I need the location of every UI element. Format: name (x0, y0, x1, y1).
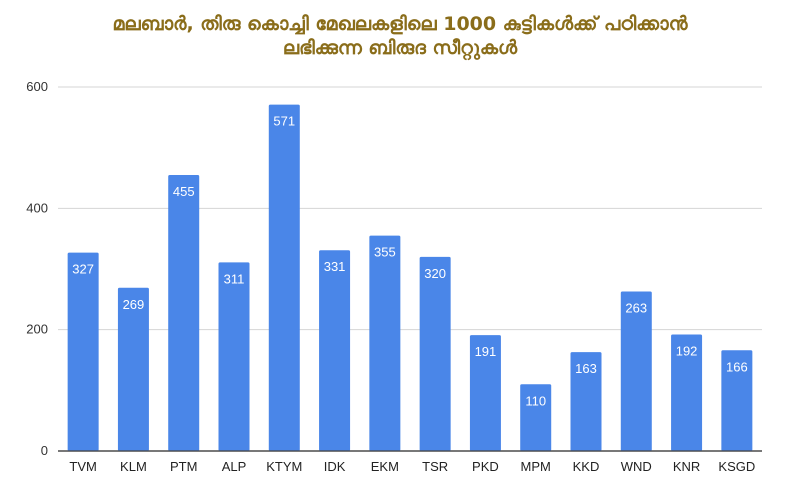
x-tick-label: KLM (120, 459, 147, 474)
x-tick-label: EKM (371, 459, 399, 474)
y-tick-label: 200 (26, 322, 48, 337)
x-tick-label: MPM (521, 459, 551, 474)
bar (117, 287, 149, 451)
bar (520, 384, 552, 451)
bar (419, 256, 451, 451)
bar (369, 235, 401, 451)
data-label: 166 (726, 359, 748, 374)
x-tick-label: WND (621, 459, 652, 474)
x-tick-label: PTM (170, 459, 197, 474)
data-label: 571 (273, 114, 295, 129)
x-tick-label: IDK (324, 459, 346, 474)
x-tick-label: TVM (69, 459, 96, 474)
x-tick-label: TSR (422, 459, 448, 474)
bar (671, 334, 703, 451)
data-label: 355 (374, 245, 396, 260)
chart-title-line-2: ലഭിക്കുന്ന ബിരുദ സീറ്റുകൾ (282, 37, 518, 59)
data-label: 110 (525, 393, 546, 408)
x-tick-label: KSGD (718, 459, 755, 474)
bar (218, 262, 250, 451)
data-label: 327 (72, 262, 94, 277)
bar (570, 352, 602, 451)
data-label: 269 (123, 297, 145, 312)
bar (469, 335, 501, 451)
bar (721, 350, 753, 451)
bar (620, 291, 652, 451)
x-tick-label: KNR (673, 459, 700, 474)
x-tick-label: KKD (573, 459, 600, 474)
bar (319, 250, 351, 451)
x-tick-label: PKD (472, 459, 499, 474)
data-label: 455 (173, 184, 195, 199)
x-tick-label: KTYM (266, 459, 302, 474)
data-label: 311 (224, 271, 245, 286)
y-tick-label: 600 (26, 79, 48, 94)
data-label: 263 (625, 300, 647, 315)
data-label: 320 (424, 266, 446, 281)
data-label: 163 (575, 361, 597, 376)
x-tick-label: ALP (222, 459, 247, 474)
data-label: 192 (676, 344, 698, 359)
bar (268, 104, 300, 452)
y-tick-label: 400 (26, 200, 48, 215)
data-label: 191 (475, 344, 497, 359)
bar (67, 252, 99, 451)
y-tick-label: 0 (41, 443, 48, 458)
bar (168, 174, 200, 451)
chart-title-line-1: മലബാർ, തിരു കൊച്ചി മേഖലകളിലെ 1000 കുട്ടി… (112, 13, 688, 35)
data-label: 331 (324, 259, 346, 274)
